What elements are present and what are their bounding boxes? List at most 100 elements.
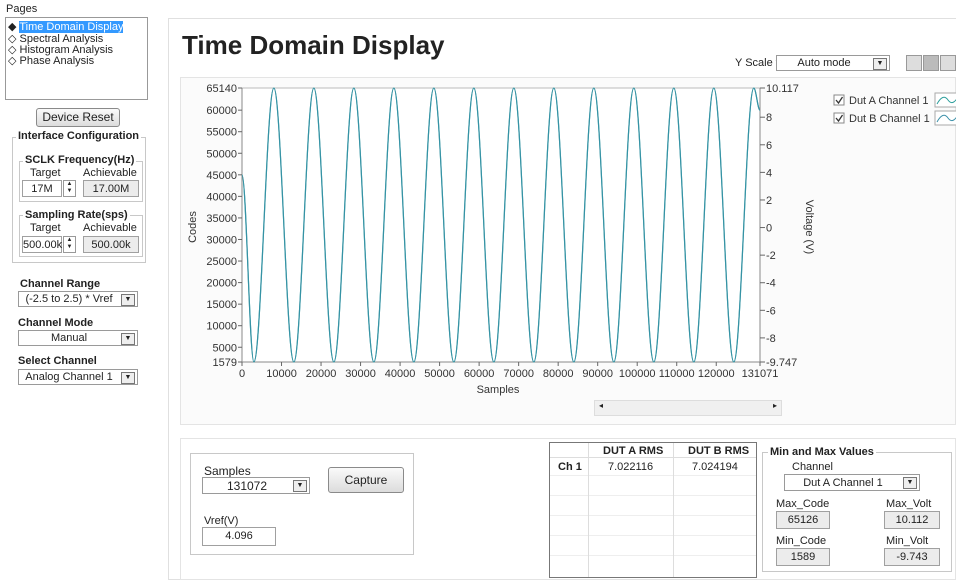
- select-channel-dropdown[interactable]: Analog Channel 1 ▼: [18, 369, 138, 385]
- y-tick-label: 30000: [206, 234, 237, 246]
- x-tick-label: 110000: [659, 368, 695, 380]
- sclk-target-label: Target: [30, 167, 61, 179]
- dropdown-value: (-2.5 to 2.5) * Vref: [25, 293, 113, 305]
- dropdown-arrow: ▼: [121, 333, 135, 345]
- legend-check: [835, 96, 844, 105]
- device-reset-button[interactable]: Device Reset: [36, 108, 120, 127]
- channel-range-label: Channel Range: [20, 278, 101, 290]
- min-volt-label: Min_Volt: [886, 535, 929, 547]
- row-line: [550, 515, 756, 516]
- max-code: 65126: [776, 511, 830, 529]
- sclk-target-input[interactable]: 17M: [22, 180, 62, 197]
- vref-input[interactable]: 4.096: [202, 527, 276, 546]
- sampling-target-input[interactable]: 500.00k: [22, 236, 62, 253]
- page-item[interactable]: ◇ Phase Analysis: [8, 55, 95, 67]
- y2-tick-label: 2: [766, 195, 772, 207]
- min-max-title: Min and Max Values: [768, 446, 876, 458]
- channel-range-dropdown[interactable]: (-2.5 to 2.5) * Vref ▼: [18, 291, 138, 307]
- sampling-achievable: 500.00k: [83, 236, 139, 253]
- col-line: [673, 443, 674, 577]
- capture-group: [190, 453, 414, 555]
- max-volt-label: Max_Volt: [886, 498, 932, 510]
- channel-mode-dropdown[interactable]: Manual ▼: [18, 330, 138, 346]
- x-tick-label: 131071: [742, 368, 779, 380]
- page-item-label: Time Domain Display: [19, 21, 124, 33]
- capture-button[interactable]: Capture: [328, 467, 404, 493]
- table-header: DUT B RMS: [688, 445, 750, 457]
- page-item[interactable]: ◇ Histogram Analysis: [8, 44, 114, 56]
- y-tick-label: 25000: [206, 256, 237, 268]
- y-scale-label: Y Scale fit: [735, 57, 785, 69]
- y-tick-label: 60000: [206, 105, 237, 117]
- x-tick-label: 70000: [503, 368, 534, 380]
- page-item-label: Spectral Analysis: [19, 33, 104, 45]
- y2-tick-label: -4: [766, 278, 776, 290]
- y2-tick-label: 6: [766, 140, 772, 152]
- rms-table: DUT A RMS DUT B RMS Ch 1 7.022116 7.0241…: [549, 442, 757, 578]
- legend-checkbox: [833, 94, 845, 106]
- dropdown-value: Auto mode: [797, 57, 851, 69]
- x-tick-label: 80000: [543, 368, 574, 380]
- y-tick-label: 65140: [206, 83, 237, 95]
- sampling-achievable-label: Achievable: [83, 222, 137, 234]
- x-tick-label: 10000: [266, 368, 297, 380]
- legend-checkbox: [833, 112, 845, 124]
- row-line: [550, 475, 756, 476]
- y2-tick-label: -2: [766, 250, 776, 262]
- y2-tick-label: 0: [766, 223, 772, 235]
- select-channel-label: Select Channel: [18, 355, 97, 367]
- y2-axis-label: Voltage (V): [803, 200, 815, 254]
- x-tick-label: 120000: [698, 368, 735, 380]
- x-tick-label: 100000: [619, 368, 656, 380]
- series-line: [241, 87, 761, 363]
- y2-tick-label: 8: [766, 112, 772, 124]
- channel-label: Channel: [792, 461, 833, 473]
- channel-dropdown[interactable]: Dut A Channel 1 ▼: [784, 474, 920, 491]
- y-tick-label: 20000: [206, 278, 237, 290]
- legend-label: Dut B Channel 1: [849, 113, 930, 125]
- min-code: 1589: [776, 548, 830, 566]
- page-title: Time Domain Display: [182, 30, 445, 60]
- plot-area: [242, 88, 760, 362]
- x-tick-label: 90000: [582, 368, 613, 380]
- y2-tick-label: 4: [766, 167, 772, 179]
- x-tick-label: 50000: [424, 368, 455, 380]
- y-tick-label: 10000: [206, 321, 237, 333]
- sclk-achievable: 17.00M: [83, 180, 139, 197]
- y2-tick-label: -9.747: [766, 357, 797, 369]
- col-line: [588, 443, 589, 577]
- zoom-tool[interactable]: [923, 55, 939, 71]
- x-tick-label: 0: [239, 368, 245, 380]
- dropdown-arrow: ▼: [121, 372, 135, 384]
- sampling-spinner[interactable]: ▲ ▼: [63, 236, 76, 253]
- y-tick-label: 1579: [213, 357, 237, 369]
- legend-swatch-box: [934, 92, 956, 108]
- row-line: [550, 457, 756, 458]
- y-scale-dropdown[interactable]: Auto mode ▼: [776, 55, 890, 71]
- y-tick-label: 5000: [213, 342, 237, 354]
- cursor-tool[interactable]: [906, 55, 922, 71]
- y-axis-label: Codes: [187, 211, 199, 243]
- dropdown-arrow: ▼: [903, 477, 917, 489]
- row-line: [550, 555, 756, 556]
- pages-label: Pages: [6, 3, 38, 15]
- y2-tick-label: -8: [766, 333, 776, 345]
- y-tick-label: 50000: [206, 148, 237, 160]
- chart: Codes Voltage (V) Samples 1579 5000 10000 1…: [187, 83, 956, 396]
- scrollbar[interactable]: ◂ ▸: [594, 400, 782, 416]
- y-tick-label: 45000: [206, 170, 237, 182]
- y2-tick-label: -6: [766, 305, 776, 317]
- pan-tool[interactable]: [940, 55, 956, 71]
- sclk-spinner[interactable]: ▲ ▼: [63, 180, 76, 197]
- y-tick-label: 40000: [206, 191, 237, 203]
- samples-dropdown[interactable]: 131072 ▼: [202, 477, 310, 494]
- interface-title: Interface Configuration: [16, 130, 142, 142]
- page-item[interactable]: ◆ Time Domain Display: [8, 21, 124, 33]
- x-tick-label: 40000: [385, 368, 416, 380]
- legend-check: [835, 114, 844, 123]
- page-item[interactable]: ◇ Spectral Analysis: [8, 33, 104, 45]
- dropdown-value: Manual: [50, 332, 88, 344]
- y-tick-label: 35000: [206, 213, 237, 225]
- dropdown-arrow: ▼: [121, 294, 135, 306]
